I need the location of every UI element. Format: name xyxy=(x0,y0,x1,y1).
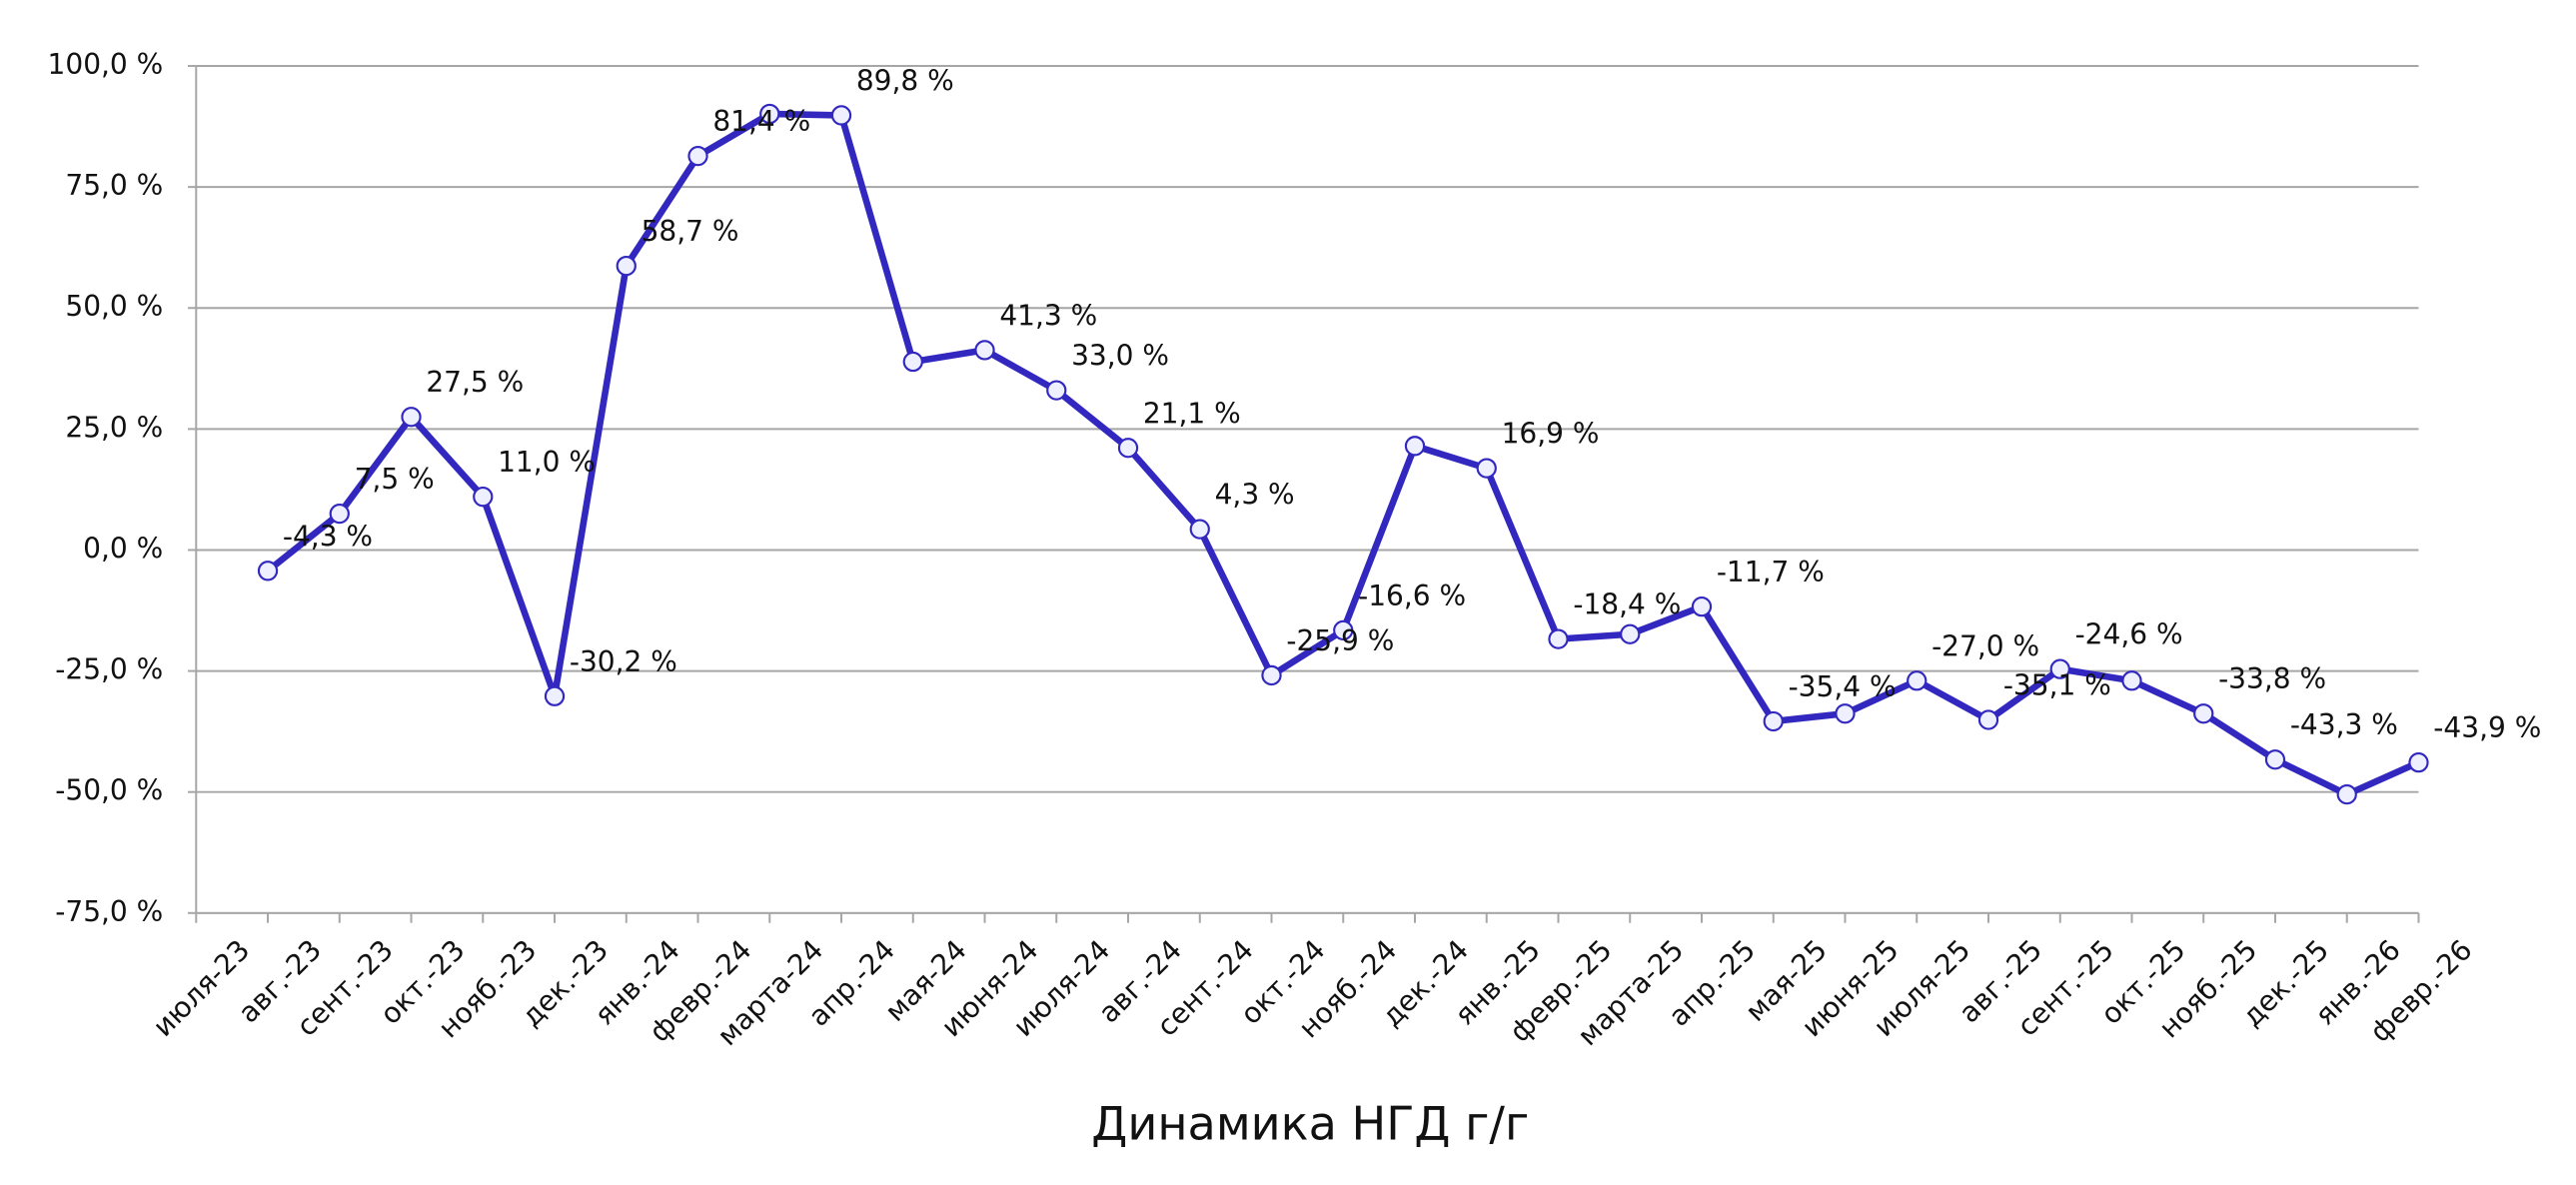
marker xyxy=(1977,709,1999,730)
marker xyxy=(1189,519,1210,540)
data-label: 16,9 % xyxy=(1502,418,1600,451)
marker xyxy=(1261,664,1282,686)
y-tick-label: 50,0 % xyxy=(65,290,163,323)
marker xyxy=(974,340,995,361)
marker xyxy=(2336,783,2357,805)
marker xyxy=(1620,623,1641,644)
data-label: -25,9 % xyxy=(1286,624,1394,657)
y-tick-label: 0,0 % xyxy=(83,532,163,565)
marker xyxy=(1548,628,1569,649)
data-label: -30,2 % xyxy=(570,645,677,678)
chart-title: Динамика НГД г/г xyxy=(1091,1097,1529,1151)
marker xyxy=(1333,619,1354,641)
data-label: 81,4 % xyxy=(712,105,810,138)
marker xyxy=(2264,749,2286,770)
marker xyxy=(401,407,422,428)
data-label: -4,3 % xyxy=(283,520,373,553)
marker xyxy=(544,685,566,706)
marker xyxy=(830,105,852,126)
marker xyxy=(1117,438,1139,459)
data-label: 4,3 % xyxy=(1215,479,1295,512)
data-label: 27,5 % xyxy=(426,366,524,399)
marker xyxy=(2049,658,2070,679)
data-label: 21,1 % xyxy=(1143,397,1241,430)
data-label: -35,1 % xyxy=(2003,669,2111,702)
data-label: -11,7 % xyxy=(1717,556,1825,589)
y-tick-label: -75,0 % xyxy=(55,895,163,928)
x-tick-label: июля-23 xyxy=(147,933,257,1043)
marker xyxy=(473,487,494,508)
marker xyxy=(1907,670,1928,691)
data-label: 89,8 % xyxy=(856,64,954,97)
marker xyxy=(1476,458,1497,479)
y-tick-label: -25,0 % xyxy=(55,653,163,686)
marker xyxy=(1691,596,1713,617)
y-tick-label: 25,0 % xyxy=(65,411,163,444)
marker xyxy=(1763,710,1784,732)
marker xyxy=(2408,751,2429,773)
data-label: -35,4 % xyxy=(1789,670,1897,703)
y-tick-label: -50,0 % xyxy=(55,774,163,807)
marker xyxy=(1046,380,1067,401)
marker xyxy=(329,503,350,525)
data-label: -43,3 % xyxy=(2290,708,2398,741)
data-label: 33,0 % xyxy=(1071,340,1169,373)
data-label: -24,6 % xyxy=(2075,618,2183,651)
marker xyxy=(1835,703,1856,724)
data-label: 41,3 % xyxy=(999,299,1097,332)
data-label: 11,0 % xyxy=(498,446,596,479)
marker xyxy=(2193,703,2214,724)
data-label: 7,5 % xyxy=(355,463,435,496)
marker xyxy=(257,561,279,582)
marker xyxy=(759,103,780,125)
marker xyxy=(902,351,923,373)
data-label: -27,0 % xyxy=(1932,629,2039,662)
y-tick-label: 75,0 % xyxy=(65,169,163,202)
data-label: -43,9 % xyxy=(2433,711,2541,744)
data-label: 58,7 % xyxy=(642,215,739,248)
marker xyxy=(616,255,637,277)
marker xyxy=(687,145,708,167)
data-label: -33,8 % xyxy=(2218,662,2326,695)
marker xyxy=(2121,670,2142,691)
y-tick-label: 100,0 % xyxy=(48,48,164,81)
data-label: -16,6 % xyxy=(1358,580,1466,612)
data-label: -18,4 % xyxy=(1573,589,1681,621)
marker xyxy=(1404,436,1426,457)
